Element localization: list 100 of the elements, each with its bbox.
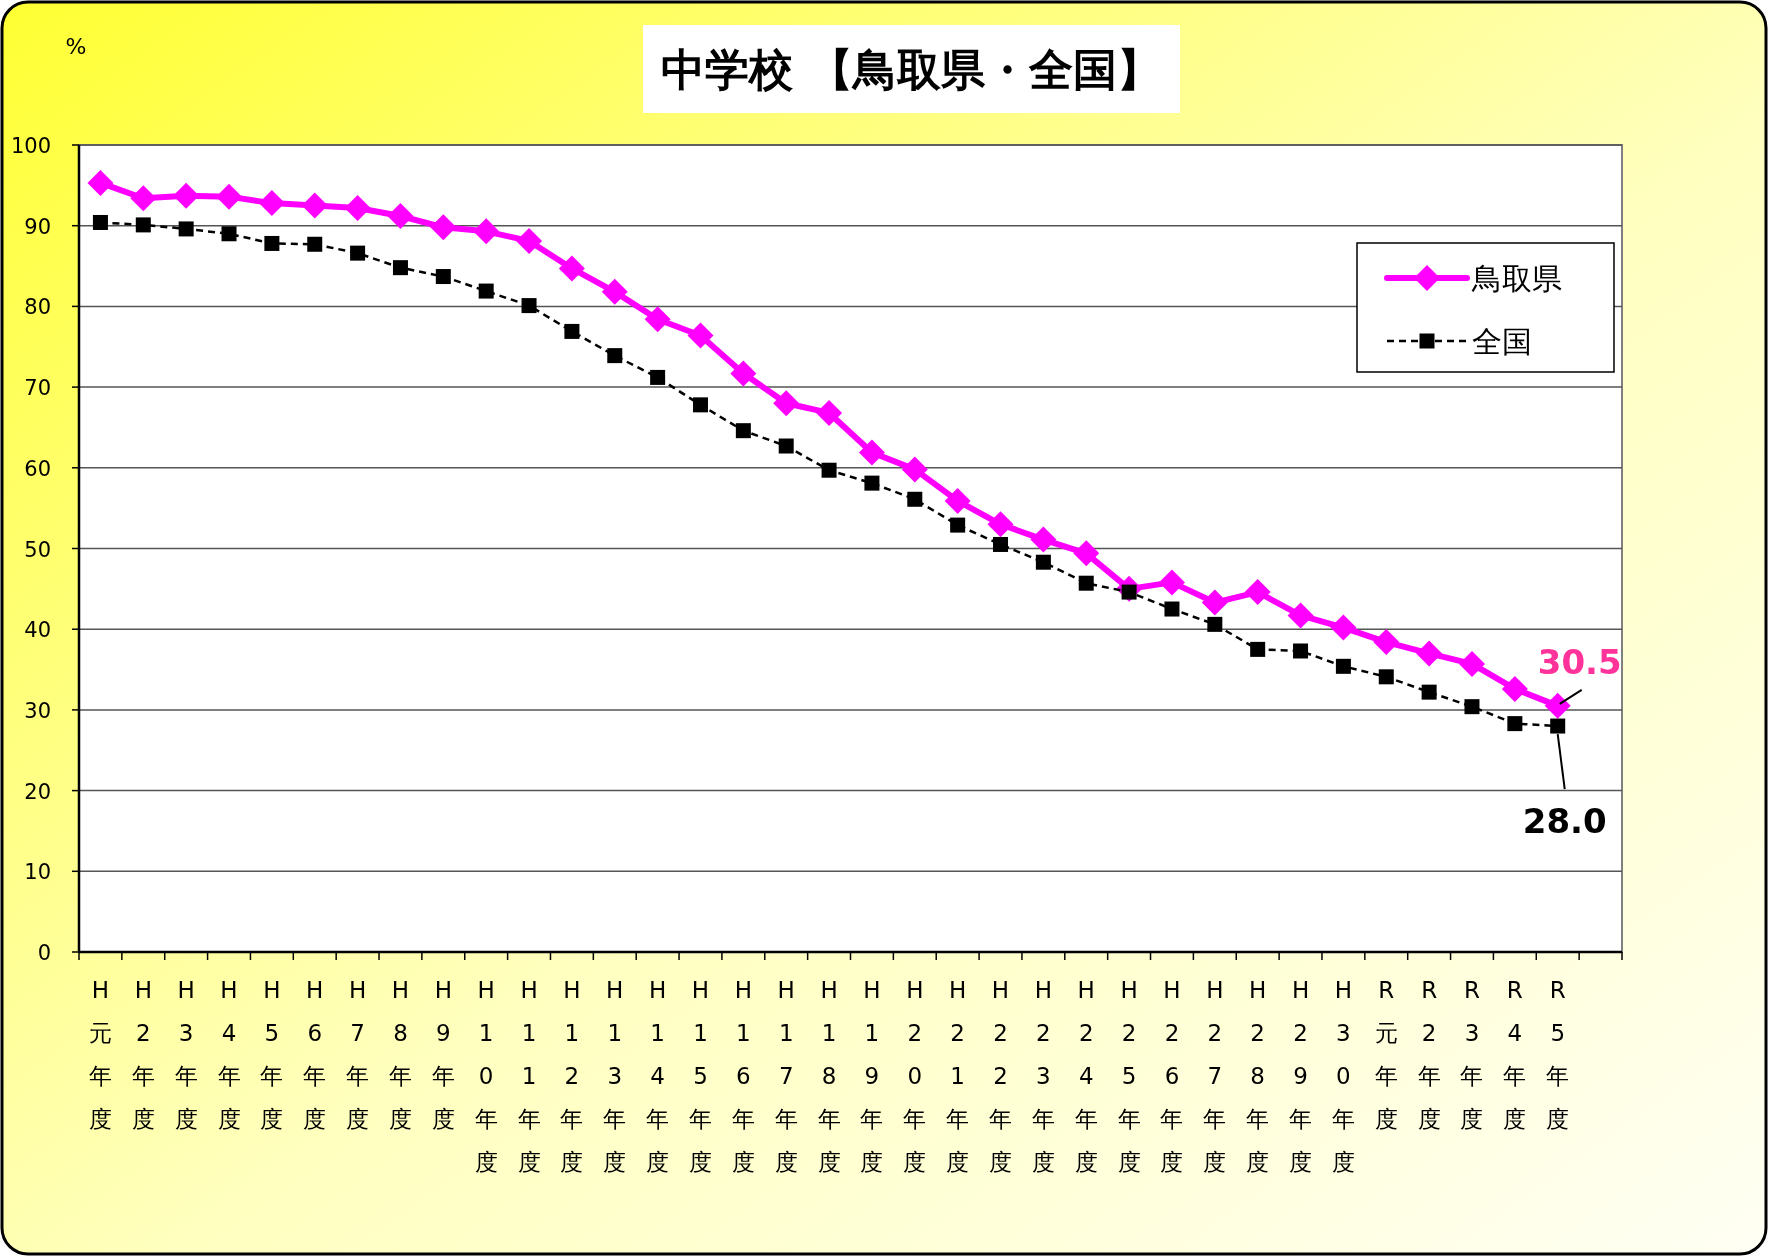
point — [307, 236, 323, 252]
annotation: 28.0 — [1522, 801, 1607, 842]
point — [1207, 616, 1223, 632]
x-tick-label: H30年度 — [1331, 977, 1355, 1175]
x-tick-label: H7年度 — [346, 977, 370, 1132]
point — [687, 322, 714, 349]
chart-title: 中学校 【鳥取県・全国】 — [661, 44, 1161, 95]
point — [130, 185, 157, 212]
x-tick-label: R元年度 — [1374, 977, 1398, 1132]
point — [435, 269, 451, 285]
point — [858, 439, 885, 466]
point — [1035, 554, 1051, 570]
x-tick-label: R4年度 — [1503, 977, 1527, 1132]
point — [516, 228, 543, 255]
x-tick-label: H21年度 — [946, 977, 970, 1175]
point — [173, 182, 200, 209]
point — [650, 369, 666, 385]
point — [1293, 643, 1309, 659]
point — [392, 260, 408, 276]
x-tick-label: H10年度 — [474, 977, 498, 1175]
x-tick-label: H2年度 — [131, 977, 155, 1132]
annotation: 30.5 — [1537, 641, 1622, 705]
point — [601, 278, 628, 305]
y-tick-label: 70 — [24, 376, 51, 401]
point — [1244, 579, 1271, 606]
annotation: 30.5 — [1537, 641, 1622, 682]
point — [644, 306, 671, 333]
point — [993, 536, 1009, 552]
point — [558, 255, 585, 282]
point — [1250, 641, 1266, 657]
annotation: 28.0 — [1522, 733, 1607, 842]
point — [944, 487, 971, 514]
y-tick-label: 80 — [24, 295, 51, 320]
x-tick-label: H12年度 — [560, 977, 584, 1175]
point — [773, 390, 800, 417]
y-tick-label: 50 — [24, 537, 51, 562]
x-tick-label: H13年度 — [603, 977, 627, 1175]
point — [478, 283, 494, 299]
point — [1030, 526, 1057, 553]
x-tick-label: H20年度 — [903, 977, 927, 1175]
point — [1073, 540, 1100, 567]
x-tick-label: H23年度 — [1031, 977, 1055, 1175]
x-tick-label: H4年度 — [217, 977, 241, 1132]
point — [1464, 699, 1480, 715]
x-tick-label: R5年度 — [1546, 977, 1570, 1132]
point — [816, 399, 843, 426]
y-tick-label: 40 — [24, 618, 51, 643]
point — [92, 214, 108, 230]
x-tick-label: H6年度 — [303, 977, 327, 1132]
point — [264, 235, 280, 251]
x-tick-label: H17年度 — [774, 977, 798, 1175]
point — [901, 456, 928, 483]
y-tick-label: 30 — [24, 698, 51, 723]
point — [258, 190, 285, 217]
x-tick-label: H25年度 — [1117, 977, 1141, 1175]
point — [1416, 640, 1443, 667]
point — [950, 517, 966, 533]
point — [1287, 602, 1314, 629]
y-tick-label: 10 — [24, 860, 51, 885]
point — [521, 298, 537, 314]
point — [1501, 675, 1528, 702]
point — [430, 214, 457, 241]
point — [473, 218, 500, 245]
point — [221, 226, 237, 242]
point — [135, 217, 151, 233]
point — [1330, 614, 1357, 641]
x-tick-label: H11年度 — [517, 977, 541, 1175]
x-tick-label: H元年度 — [88, 977, 112, 1132]
point — [1421, 684, 1437, 700]
x-tick-label: H26年度 — [1160, 977, 1184, 1175]
point — [735, 423, 751, 439]
point — [1458, 650, 1485, 677]
point — [1201, 589, 1228, 616]
x-tick-label: H19年度 — [860, 977, 884, 1175]
point — [87, 169, 114, 196]
x-tick-label: H3年度 — [174, 977, 198, 1132]
point — [1378, 669, 1394, 685]
x-tick-label: H18年度 — [817, 977, 841, 1175]
point — [1078, 575, 1094, 591]
point — [387, 203, 414, 230]
point — [907, 491, 923, 507]
legend-label: 全国 — [1472, 324, 1532, 359]
point — [301, 192, 328, 219]
x-tick-label: H15年度 — [688, 977, 712, 1175]
point — [1335, 658, 1351, 674]
x-tick-label: R3年度 — [1460, 977, 1484, 1132]
x-tick-label: H27年度 — [1203, 977, 1227, 1175]
point — [730, 360, 757, 387]
point — [1164, 601, 1180, 617]
point — [350, 245, 366, 261]
point — [607, 348, 623, 364]
point — [564, 323, 580, 339]
point — [216, 183, 243, 210]
x-tick-label: H8年度 — [388, 977, 412, 1132]
x-tick-label: R2年度 — [1417, 977, 1441, 1132]
y-tick-label: 0 — [37, 941, 51, 965]
point — [344, 194, 371, 221]
y-tick-label: 100 — [10, 134, 51, 158]
point — [178, 221, 194, 237]
point — [987, 511, 1014, 538]
